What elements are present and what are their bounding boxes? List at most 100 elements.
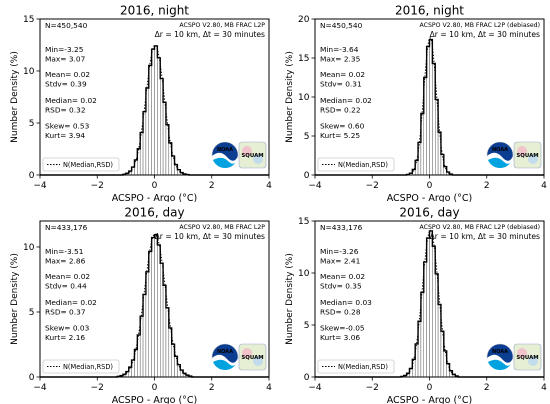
legend: N(Median,RSD) — [42, 359, 120, 374]
chart-title: 2016, night — [120, 4, 189, 18]
y-tick-label: 15 — [23, 15, 34, 25]
noaa-logo: NOAA — [211, 141, 239, 169]
x-tick-label: 2 — [209, 181, 215, 191]
x-tick-label: −4 — [308, 181, 322, 191]
legend: N(Median,RSD) — [42, 157, 120, 172]
stat-max: Max= 3.07 — [45, 55, 86, 64]
panel-night: −4 −2 0 2 4 0 5 10 15 2016, night ACSPO - Argo (°C… — [0, 0, 275, 203]
x-axis-label: ACSPO - Argo (°C) — [387, 395, 473, 404]
legend: N(Median,RSD) — [317, 359, 395, 374]
dataset-label: ACSPO V2.80, MB FRAC L2P — [179, 22, 265, 29]
histogram-bar — [154, 45, 158, 176]
panel-day: −4 −2 0 2 4 0 5 10 2016, day ACSPO - Argo (°C) Num… — [0, 202, 275, 404]
dataset-label: ACSPO V2.80, MB FRAC L2P (debiased) — [420, 22, 541, 29]
x-tick-label: −2 — [91, 181, 104, 191]
histogram-chart: −4 −2 0 2 4 0 5 10 15 2016, day ACSPO - Argo (°C) N… — [285, 206, 547, 404]
squam-logo-text: SQUAM — [516, 355, 538, 361]
x-tick-label: 2 — [484, 181, 490, 191]
legend-box — [317, 157, 395, 172]
stat-min: Min=-3.51 — [45, 247, 84, 256]
y-axis-label: Number Density (%) — [285, 51, 295, 143]
noaa-logo-text: NOAA — [492, 147, 508, 153]
histogram-chart: −4 −2 0 2 4 0 5 10 15 2016, night ACSPO - Argo (°C… — [10, 4, 272, 203]
stat-skew: Skew= 0.60 — [320, 122, 365, 131]
y-tick-label: 0 — [304, 373, 310, 383]
legend-label: N(Median,RSD) — [63, 363, 113, 371]
normal-fit-curve — [377, 230, 481, 378]
y-tick-label: 15 — [298, 217, 309, 227]
x-tick-label: 0 — [427, 383, 433, 393]
chart-title: 2016, day — [399, 206, 459, 220]
stat-min: Min=-3.26 — [320, 247, 359, 256]
y-tick-label: 20 — [298, 15, 310, 25]
legend-box — [317, 359, 395, 374]
stat-skew: Skew=-0.05 — [320, 324, 365, 333]
histogram-bars — [122, 45, 190, 176]
stat-n: N=433,176 — [320, 223, 363, 232]
stat-kurt: Kurt= 3.94 — [45, 131, 85, 140]
squam-logo-text: SQUAM — [516, 153, 538, 159]
stat-rsd: RSD= 0.28 — [320, 308, 361, 317]
y-tick-label: 0 — [29, 373, 35, 383]
stat-stdv: Stdv= 0.44 — [45, 282, 87, 291]
stat-n: N=450,540 — [320, 21, 363, 30]
dataset-label: ACSPO V2.80, MB FRAC L2P — [179, 224, 265, 231]
x-tick-label: −2 — [366, 383, 379, 393]
matchup-criteria: Δr = 10 km, Δt = 30 minutes — [155, 232, 265, 241]
matchup-criteria: Δr = 10 km, Δt = 30 minutes — [430, 232, 540, 241]
y-axis-label: Number Density (%) — [10, 51, 20, 143]
noaa-logo-text: NOAA — [217, 147, 233, 153]
legend-box — [42, 157, 120, 172]
noaa-logo-text: NOAA — [492, 349, 508, 355]
y-tick-label: 5 — [29, 308, 35, 318]
noaa-logo-text: NOAA — [217, 349, 233, 355]
y-tick-label: 5 — [304, 132, 310, 142]
matchup-criteria: Δr = 10 km, Δt = 30 minutes — [155, 30, 265, 39]
y-tick-label: 15 — [298, 54, 309, 64]
stat-mean: Mean= 0.02 — [320, 272, 365, 281]
x-axis-label: ACSPO - Argo (°C) — [112, 193, 198, 202]
histogram-bar — [151, 49, 155, 176]
x-tick-label: 2 — [484, 383, 490, 393]
x-tick-label: 0 — [152, 181, 158, 191]
x-tick-label: 4 — [541, 181, 547, 191]
stat-median: Median= 0.02 — [45, 298, 97, 307]
noaa-logo: NOAA — [486, 141, 514, 169]
stat-min: Min=-3.64 — [320, 45, 359, 54]
stat-mean: Mean= 0.02 — [45, 272, 90, 281]
x-tick-label: 4 — [266, 181, 272, 191]
histogram-bars — [117, 234, 192, 378]
y-tick-label: 10 — [298, 269, 310, 279]
chart-title: 2016, day — [124, 206, 184, 220]
x-axis-label: ACSPO - Argo (°C) — [387, 193, 473, 202]
histogram-chart: −4 −2 0 2 4 0 5 10 15 20 2016, night ACSPO - Argo (… — [285, 4, 547, 203]
legend-label: N(Median,RSD) — [338, 161, 388, 169]
stat-stdv: Stdv= 0.31 — [320, 80, 362, 89]
stat-rsd: RSD= 0.22 — [320, 106, 361, 115]
stat-min: Min=-3.25 — [45, 45, 84, 54]
squam-logo: SQUAM — [238, 343, 267, 371]
histogram-bar — [157, 244, 161, 378]
legend: N(Median,RSD) — [317, 157, 395, 172]
stat-median: Median= 0.03 — [320, 298, 372, 307]
stat-kurt: Kurt= 3.06 — [320, 333, 360, 342]
x-tick-label: 0 — [427, 181, 433, 191]
stat-rsd: RSD= 0.32 — [45, 106, 86, 115]
stat-stdv: Stdv= 0.35 — [320, 282, 362, 291]
stat-max: Max= 2.35 — [320, 55, 361, 64]
x-tick-label: −2 — [366, 181, 379, 191]
stat-skew: Skew= 0.03 — [45, 324, 90, 333]
stat-stdv: Stdv= 0.39 — [45, 80, 87, 89]
histogram-chart: −4 −2 0 2 4 0 5 10 2016, day ACSPO - Argo (°C) Num… — [10, 206, 272, 404]
panel-night-debiased: −4 −2 0 2 4 0 5 10 15 20 2016, night ACSPO - Argo (… — [275, 0, 550, 203]
stat-n: N=450,540 — [45, 21, 88, 30]
stat-kurt: Kurt= 2.16 — [45, 333, 85, 342]
legend-box — [42, 359, 120, 374]
noaa-logo: NOAA — [486, 343, 514, 371]
stat-kurt: Kurt= 5.25 — [320, 131, 360, 140]
chart-title: 2016, night — [395, 4, 464, 18]
legend-label: N(Median,RSD) — [63, 161, 113, 169]
y-tick-label: 10 — [23, 243, 35, 253]
y-axis-label: Number Density (%) — [10, 253, 20, 345]
squam-logo: SQUAM — [513, 343, 542, 371]
